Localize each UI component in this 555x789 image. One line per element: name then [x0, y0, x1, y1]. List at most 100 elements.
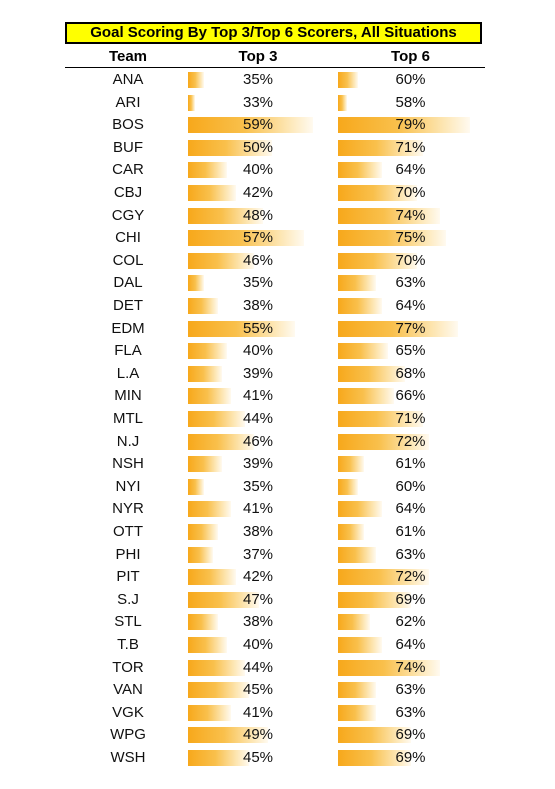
top6-bar: [338, 704, 377, 721]
top3-value: 50%: [242, 138, 274, 156]
table-row: COL 46% 70%: [0, 250, 555, 273]
top3-value: 48%: [242, 206, 274, 224]
top6-value: 58%: [395, 93, 426, 111]
top3-value: 46%: [242, 251, 274, 269]
top6-cell: 60%: [338, 69, 483, 92]
top6-value: 69%: [395, 726, 426, 744]
top6-cell: 70%: [338, 250, 483, 273]
table-row: BOS 59% 79%: [0, 114, 555, 137]
table-row: WSH 45% 69%: [0, 747, 555, 770]
top3-cell: 40%: [188, 159, 328, 182]
top3-value: 44%: [242, 410, 274, 427]
top3-bar: [188, 659, 245, 676]
top6-value: 79%: [395, 116, 426, 134]
top3-value: 49%: [242, 726, 274, 744]
top6-cell: 72%: [338, 566, 483, 589]
top3-cell: 38%: [188, 295, 328, 318]
chart-title: Goal Scoring By Top 3/Top 6 Scorers, All…: [65, 22, 482, 44]
top6-cell: 70%: [338, 182, 483, 205]
top6-cell: 71%: [338, 137, 483, 160]
top3-cell: 48%: [188, 205, 328, 228]
team-label: CAR: [112, 161, 144, 179]
top6-cell: 63%: [338, 544, 483, 567]
top3-value: 35%: [242, 71, 274, 88]
top3-cell: 44%: [188, 408, 328, 431]
top3-value: 41%: [242, 387, 274, 405]
top3-bar: [188, 411, 245, 427]
top3-bar: [188, 478, 204, 495]
team-label: WSH: [110, 749, 146, 766]
top6-bar: [338, 230, 447, 247]
top6-value: 62%: [395, 613, 426, 631]
top6-value: 61%: [395, 523, 426, 540]
top6-value: 68%: [395, 364, 426, 382]
top6-bar: [338, 72, 359, 88]
top3-cell: 38%: [188, 521, 328, 544]
top6-bar: [338, 411, 423, 427]
top6-cell: 77%: [338, 318, 483, 341]
top6-cell: 79%: [338, 114, 483, 137]
top3-cell: 57%: [188, 227, 328, 250]
top6-cell: 69%: [338, 747, 483, 770]
top6-bar: [338, 207, 441, 224]
top3-value: 57%: [242, 229, 274, 247]
top6-bar: [338, 750, 412, 766]
top3-bar: [188, 682, 250, 699]
top6-cell: 63%: [338, 679, 483, 702]
top3-value: 47%: [242, 590, 274, 608]
top6-value: 71%: [395, 410, 426, 427]
team-label: MTL: [113, 410, 143, 427]
top3-value: 59%: [242, 116, 274, 134]
top6-value: 70%: [395, 184, 426, 201]
team-label: NYR: [112, 500, 144, 518]
top3-value: 38%: [242, 613, 274, 631]
top3-bar: [188, 501, 232, 518]
top3-cell: 41%: [188, 385, 328, 408]
top6-value: 72%: [395, 568, 426, 586]
team-label: CGY: [111, 206, 145, 224]
table-row: OTT 38% 61%: [0, 521, 555, 544]
top3-value: 38%: [242, 297, 274, 314]
team-label: NYI: [115, 477, 141, 495]
team-label: BOS: [112, 116, 144, 134]
header-rule: [65, 67, 485, 68]
table-row: PHI 37% 63%: [0, 544, 555, 567]
top6-cell: 64%: [338, 159, 483, 182]
top6-cell: 69%: [338, 724, 483, 747]
top3-cell: 46%: [188, 250, 328, 273]
table-row: NSH 39% 61%: [0, 453, 555, 476]
team-label: WPG: [110, 726, 146, 744]
top6-bar: [338, 433, 429, 450]
table-row: MIN 41% 66%: [0, 385, 555, 408]
top6-cell: 61%: [338, 453, 483, 476]
table-row: NYI 35% 60%: [0, 476, 555, 499]
top3-value: 39%: [242, 364, 274, 382]
top3-bar: [188, 614, 218, 631]
top6-value: 65%: [395, 342, 426, 360]
top3-value: 39%: [242, 455, 274, 473]
top6-cell: 58%: [338, 92, 483, 115]
top6-value: 60%: [395, 71, 426, 88]
top3-bar: [188, 185, 236, 201]
top3-value: 40%: [242, 636, 274, 653]
top6-bar: [338, 94, 347, 111]
top3-bar: [188, 275, 204, 292]
top6-value: 66%: [395, 387, 426, 405]
team-label: CHI: [115, 229, 141, 247]
top3-cell: 55%: [188, 318, 328, 341]
top6-value: 71%: [395, 138, 426, 156]
team-label: N.J: [116, 432, 140, 450]
table-row: BUF 50% 71%: [0, 137, 555, 160]
team-label: DAL: [113, 274, 143, 292]
top3-bar: [188, 546, 214, 563]
top6-value: 64%: [395, 161, 426, 179]
top3-value: 45%: [242, 681, 274, 699]
team-label: OTT: [113, 523, 143, 540]
top6-cell: 62%: [338, 611, 483, 634]
top6-bar: [338, 591, 412, 608]
table-row: L.A 39% 68%: [0, 363, 555, 386]
top3-cell: 35%: [188, 272, 328, 295]
top6-cell: 69%: [338, 589, 483, 612]
top6-bar: [338, 546, 377, 563]
top6-value: 63%: [395, 703, 426, 721]
